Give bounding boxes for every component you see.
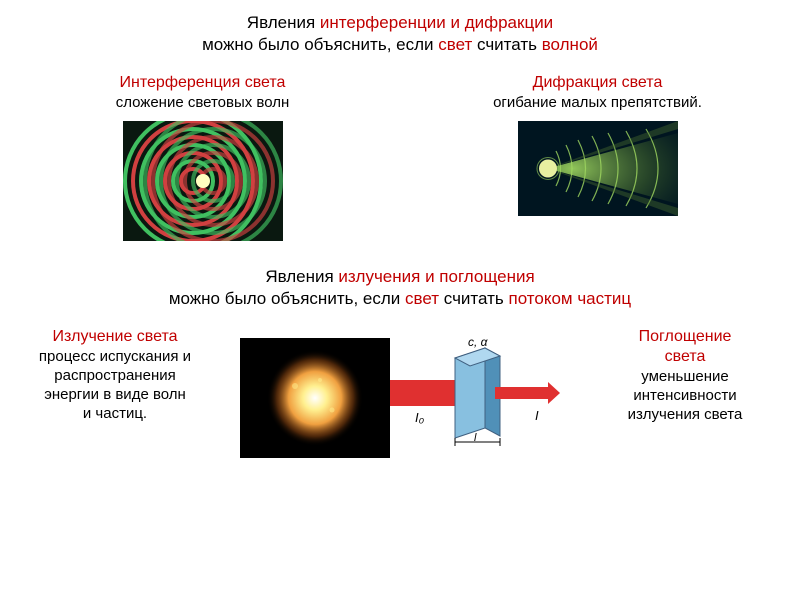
txt: считать bbox=[472, 35, 541, 54]
column-emission: Излучение света процесс испускания и рас… bbox=[20, 328, 210, 463]
absorption-text: излучения света bbox=[590, 406, 780, 425]
label-in: I₀ bbox=[415, 410, 425, 425]
txt-red: волной bbox=[542, 35, 598, 54]
emission-text: процесс испускания и bbox=[20, 348, 210, 367]
middle-line-2: можно было объяснить, если свет считать … bbox=[20, 288, 780, 310]
emission-text: энергии в виде волн bbox=[20, 386, 210, 405]
emission-image bbox=[240, 338, 390, 463]
txt: Поглощение bbox=[639, 328, 732, 345]
txt-red: излучения и поглощения bbox=[338, 267, 534, 286]
txt-red: свет bbox=[405, 289, 439, 308]
interference-subtitle: сложение световых волн bbox=[20, 94, 385, 111]
diffraction-pattern-icon bbox=[518, 121, 678, 216]
diffraction-title: Дифракция света bbox=[415, 74, 780, 92]
diffraction-image bbox=[518, 121, 678, 221]
bottom-columns: Излучение света процесс испускания и рас… bbox=[20, 328, 780, 463]
header-line-2: можно было объяснить, если свет считать … bbox=[20, 34, 780, 56]
emission-title: Излучение света bbox=[20, 328, 210, 346]
txt-red: интерференции и дифракции bbox=[320, 13, 553, 32]
diffraction-subtitle: огибание малых препятствий. bbox=[415, 94, 780, 111]
middle-header: Явления излучения и поглощения можно был… bbox=[20, 266, 780, 310]
emission-text: и частиц. bbox=[20, 405, 210, 424]
header-block: Явления интерференции и дифракции можно … bbox=[20, 12, 780, 56]
column-absorption: Поглощение света уменьшение интенсивност… bbox=[590, 328, 780, 463]
emission-text: распространения bbox=[20, 367, 210, 386]
header-line-1: Явления интерференции и дифракции bbox=[20, 12, 780, 34]
txt-red: потоком частиц bbox=[508, 289, 631, 308]
absorption-text: уменьшение bbox=[590, 368, 780, 387]
absorption-title: Поглощение bbox=[590, 328, 780, 346]
column-interference: Интерференция света сложение световых во… bbox=[20, 74, 385, 246]
interference-pattern-icon bbox=[123, 121, 283, 241]
absorption-title2: света bbox=[590, 348, 780, 366]
txt: считать bbox=[439, 289, 508, 308]
absorption-image: I₀ I c, α l bbox=[390, 338, 560, 453]
interference-image bbox=[123, 121, 283, 246]
txt: можно было объяснить, если bbox=[169, 289, 405, 308]
txt-red: свет bbox=[438, 35, 472, 54]
txt: Явления bbox=[247, 13, 320, 32]
txt: можно было объяснить, если bbox=[202, 35, 438, 54]
absorption-diagram-icon: I₀ I c, α l bbox=[390, 338, 560, 448]
absorption-text: интенсивности bbox=[590, 387, 780, 406]
emission-glow-icon bbox=[240, 338, 390, 458]
label-top: c, α bbox=[468, 338, 489, 349]
top-columns: Интерференция света сложение световых во… bbox=[20, 74, 780, 246]
label-out: I bbox=[535, 408, 539, 423]
bottom-images-row: I₀ I c, α l bbox=[240, 338, 560, 463]
interference-title: Интерференция света bbox=[20, 74, 385, 92]
txt: Явления bbox=[265, 267, 338, 286]
column-diffraction: Дифракция света огибание малых препятств… bbox=[415, 74, 780, 246]
middle-line-1: Явления излучения и поглощения bbox=[20, 266, 780, 288]
